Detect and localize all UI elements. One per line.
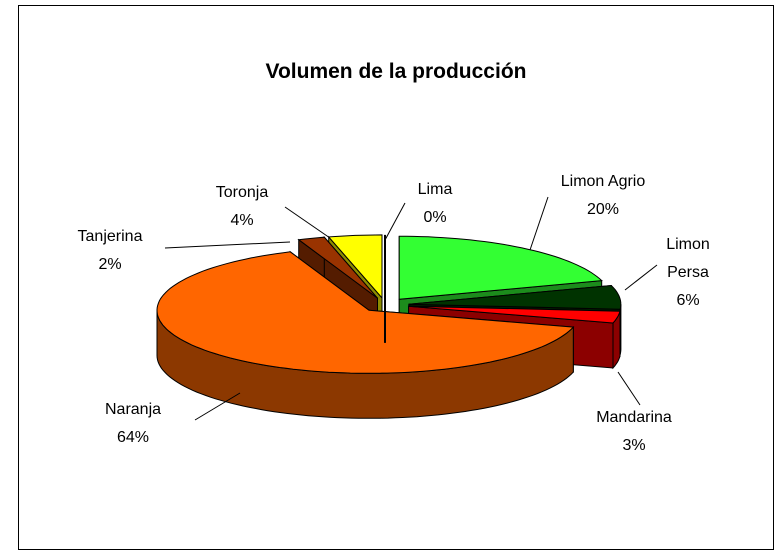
chart-frame (18, 5, 774, 550)
value-label: 3% (622, 437, 646, 454)
leader-line (617, 371, 641, 406)
slice (408, 305, 621, 324)
slice (156, 250, 575, 419)
leader-line (284, 206, 331, 239)
slice (156, 251, 575, 374)
category-label: Limon Persa (666, 236, 710, 281)
chart-title: Volumen de la producción (265, 60, 527, 83)
data-label: Toronja 4% (202, 179, 282, 235)
value-label: 0% (423, 209, 447, 226)
data-label: Naranja 64% (93, 396, 173, 452)
value-label: 4% (230, 212, 254, 229)
value-label: 20% (586, 201, 620, 218)
data-label: Limon Agrio 20% (548, 168, 658, 224)
category-label: Limon Agrio (560, 173, 646, 190)
category-label: Lima (417, 181, 453, 198)
value-label: 6% (676, 292, 700, 309)
category-label: Naranja (104, 401, 162, 418)
slice (408, 284, 622, 310)
slice (398, 235, 603, 300)
category-label: Toronja (215, 184, 269, 201)
leader-line (194, 392, 241, 421)
data-label: Limon Persa 6% (658, 231, 718, 315)
leader-line (529, 196, 549, 251)
category-label: Tanjerina (77, 228, 143, 245)
slice (297, 236, 378, 299)
data-label: Tanjerina 2% (65, 223, 155, 279)
data-label: Lima 0% (405, 176, 465, 232)
value-label: 2% (98, 256, 122, 273)
category-label: Mandarina (596, 409, 672, 426)
value-label: 64% (116, 429, 150, 446)
slice (327, 234, 383, 300)
data-label: Mandarina 3% (584, 404, 684, 460)
leader-line (164, 241, 291, 249)
leader-line (624, 264, 658, 291)
leader-line (384, 202, 406, 241)
